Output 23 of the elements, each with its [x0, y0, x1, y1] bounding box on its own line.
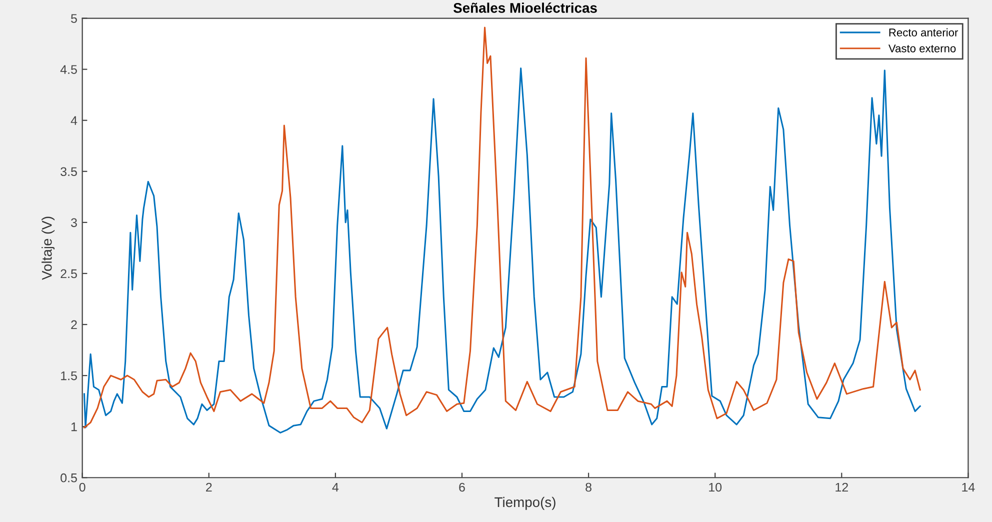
legend-label: Recto anterior	[889, 28, 958, 36]
x-tick-label: 6	[459, 482, 465, 492]
y-tick-label: 4	[70, 116, 78, 125]
x-axis-title: Tiempo(s)	[494, 496, 556, 510]
y-tick-label: 4.5	[60, 65, 77, 74]
x-tick-label: 14	[962, 482, 975, 492]
legend-label: Vasto externo	[888, 44, 956, 52]
x-tick-label: 4	[332, 482, 339, 492]
y-axis-title: Voltaje (V)	[42, 216, 55, 280]
x-tick-label: 12	[836, 482, 848, 492]
y-tick-label: 1	[71, 422, 77, 432]
y-tick-label: 3	[71, 218, 77, 228]
y-tick-label: 0.5	[60, 473, 77, 482]
y-tick-label: 3.5	[60, 167, 77, 176]
x-tick-label: 2	[206, 482, 212, 492]
y-tick-label: 1.5	[61, 371, 77, 380]
chart-title: Señales Mioeléctricas	[453, 2, 597, 13]
x-tick-label: 8	[586, 482, 592, 492]
y-tick-label: 2	[71, 320, 77, 330]
y-tick-label: 2.5	[60, 269, 77, 278]
x-tick-label: 10	[709, 482, 722, 492]
x-tick-label: 0	[79, 482, 86, 492]
y-tick-label: 5	[71, 14, 77, 23]
